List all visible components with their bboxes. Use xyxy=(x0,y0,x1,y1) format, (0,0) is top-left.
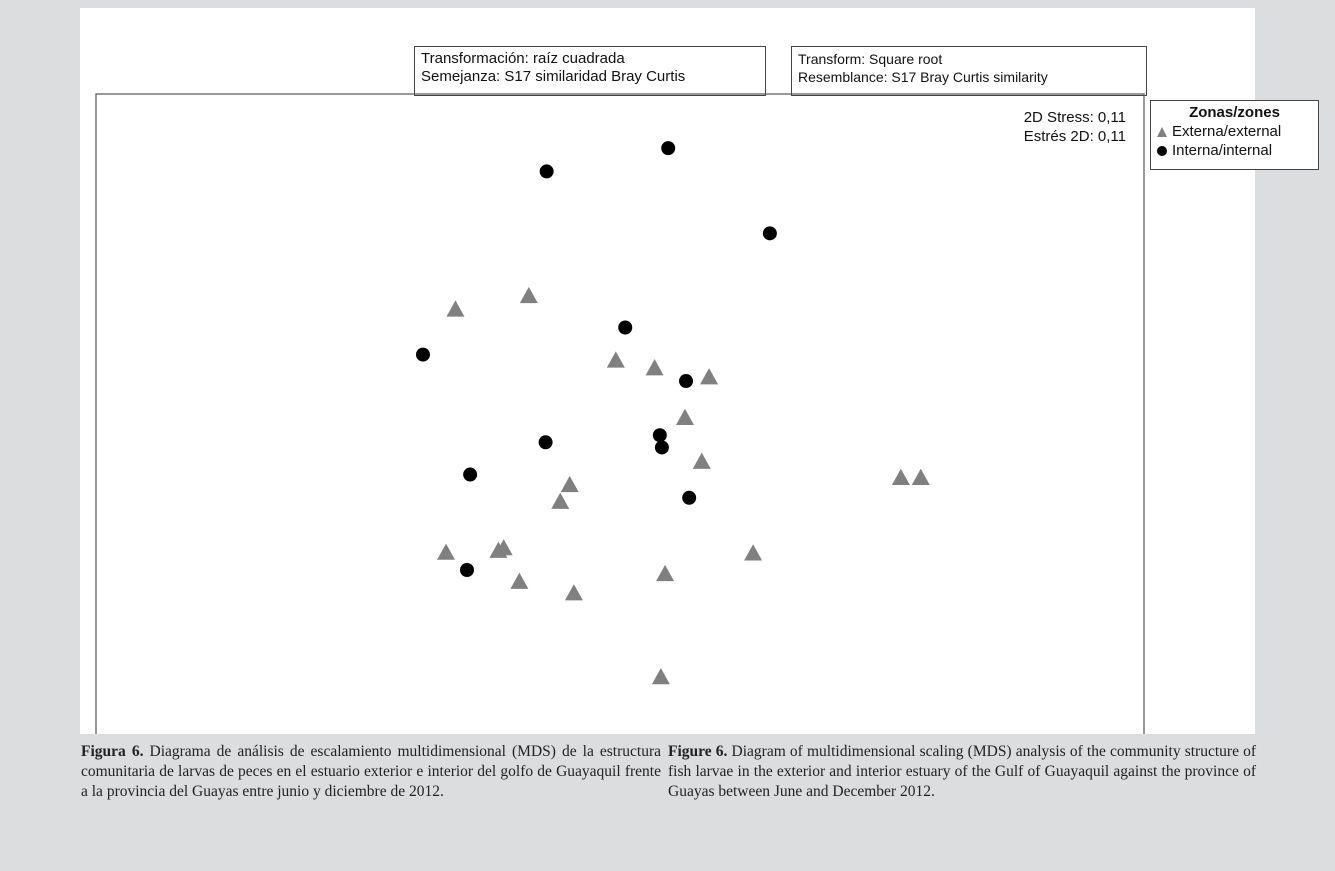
internal-point-3 xyxy=(618,320,633,335)
internal-point-10 xyxy=(682,490,697,505)
resemblance-label-en: Resemblance: S17 Bray Curtis similarity xyxy=(798,69,1048,85)
transform-label-es: Transformación: raíz cuadrada xyxy=(421,50,625,67)
caption-es-label: Figura 6. xyxy=(81,743,144,760)
points-layer xyxy=(415,141,930,685)
figure-panel: Transformación: raíz cuadrada Semejanza:… xyxy=(80,8,1319,734)
internal-point-9 xyxy=(463,467,478,482)
internal-point-8 xyxy=(538,435,553,450)
plot-frame xyxy=(95,93,1145,734)
external-point-14 xyxy=(656,564,675,582)
stress-annotation: 2D Stress: 0,11 Estrés 2D: 0,11 xyxy=(930,108,1126,146)
caption-spanish: Figura 6. Diagrama de análisis de escala… xyxy=(81,742,661,802)
internal-point-0 xyxy=(539,164,554,179)
external-point-13 xyxy=(564,584,583,601)
caption-english: Figure 6. Diagram of multidimensional sc… xyxy=(668,742,1256,802)
legend-label-external: Externa/external xyxy=(1172,123,1282,140)
external-point-1 xyxy=(519,286,538,304)
external-point-6 xyxy=(560,475,579,493)
external-point-18 xyxy=(911,468,930,485)
external-point-10 xyxy=(494,539,513,556)
internal-point-11 xyxy=(459,563,474,578)
external-point-4 xyxy=(700,368,719,385)
stress-label-en: 2D Stress: 0,11 xyxy=(1023,109,1126,126)
caption-en-label: Figure 6. xyxy=(668,743,728,760)
external-point-15 xyxy=(744,544,763,561)
internal-point-6 xyxy=(652,428,667,443)
internal-point-1 xyxy=(661,141,676,156)
legend-title: Zonas/zones xyxy=(1189,104,1280,121)
internal-point-5 xyxy=(679,374,694,389)
external-point-17 xyxy=(891,468,910,485)
external-point-2 xyxy=(606,351,625,368)
transform-box-english: Transform: Square root Resemblance: S17 … xyxy=(791,46,1147,96)
resemblance-label-es: Semejanza: S17 similaridad Bray Curtis xyxy=(421,68,686,85)
caption-es-text: Diagrama de análisis de escalamiento mul… xyxy=(81,743,661,800)
external-point-3 xyxy=(645,359,664,376)
internal-point-7 xyxy=(654,440,669,455)
caption-en-text: Diagram of multidimensional scaling (MDS… xyxy=(668,743,1257,800)
internal-point-2 xyxy=(762,226,777,241)
internal-point-4 xyxy=(415,347,430,362)
stress-label-es: Estrés 2D: 0,11 xyxy=(1023,128,1126,145)
mds-scatter-plot xyxy=(95,93,1145,734)
legend: Zonas/zones Externa/external Interna/int… xyxy=(1150,100,1319,170)
external-point-12 xyxy=(510,572,529,589)
triangle-marker-icon xyxy=(1157,126,1167,137)
transform-label-en: Transform: Square root xyxy=(798,51,943,67)
external-point-11 xyxy=(437,543,456,560)
legend-item-external: Externa/external xyxy=(1156,122,1313,141)
external-point-16 xyxy=(651,668,670,685)
external-point-0 xyxy=(446,300,465,317)
legend-item-internal: Interna/internal xyxy=(1156,141,1313,160)
legend-label-internal: Interna/internal xyxy=(1172,142,1273,159)
external-point-8 xyxy=(551,492,570,509)
circle-marker-icon xyxy=(1157,145,1167,156)
external-point-5 xyxy=(675,408,694,425)
transform-box-spanish: Transformación: raíz cuadrada Semejanza:… xyxy=(414,46,766,96)
external-point-7 xyxy=(692,452,711,469)
